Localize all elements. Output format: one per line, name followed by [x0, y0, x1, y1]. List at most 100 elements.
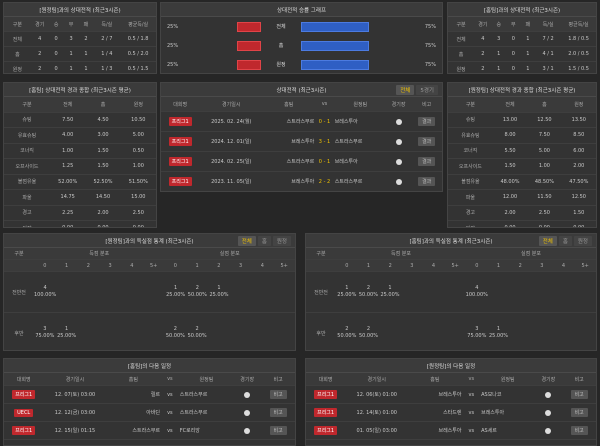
header-cell: 승 — [53, 21, 59, 28]
bucket-header: 2 — [518, 262, 522, 269]
note-button[interactable]: 결과 — [418, 177, 436, 186]
table-row: 오프사이드 1.25 1.50 1.00 — [4, 159, 156, 175]
cell: 7.50 — [62, 116, 74, 123]
score: 3 - 1 — [318, 138, 331, 145]
cell: 2 — [38, 66, 42, 72]
match-row: 프리그1 12. 06(토) 01:00 브레스투아 vs AS모나코 비고 — [306, 386, 596, 404]
cell: 3.00 — [97, 132, 109, 139]
header-cell: 승 — [496, 21, 502, 28]
tab[interactable]: 5경기 — [416, 85, 438, 95]
match-date: 2024. 12. 01(일) — [211, 139, 252, 145]
goal-percent: 25.00% — [488, 333, 509, 339]
bucket-header-row: 0 1 2 3 4 5+ 0 1 2 3 4 5+ — [4, 260, 295, 272]
home-team: 브레스투아 — [291, 179, 315, 185]
goal-percent: 75.00% — [467, 333, 487, 339]
cell: 1.50 — [97, 163, 109, 170]
cell: 51.50% — [128, 178, 148, 185]
home-team: 브레스투아 — [291, 139, 315, 145]
group-header: 실점 분포 — [219, 251, 240, 257]
cell: 3 — [497, 36, 501, 42]
goal-cell: 3 75.00% — [34, 326, 56, 340]
stadium-icon — [244, 409, 251, 416]
note-button[interactable]: 비고 — [269, 426, 287, 435]
tab[interactable]: 홈 — [558, 236, 572, 246]
bucket-header: 3 — [239, 262, 243, 269]
cell: 0.5 / 2.0 — [127, 51, 149, 57]
cell: 47.50% — [569, 178, 589, 185]
note-button[interactable]: 결과 — [418, 157, 436, 166]
tab[interactable]: 전체 — [396, 85, 415, 95]
table-row: 슈팅 7.50 4.50 10.50 — [4, 113, 156, 128]
header-cell: 경기장 — [391, 101, 406, 108]
note-button[interactable]: 비고 — [269, 390, 287, 399]
competition-badge: 프리그1 — [12, 390, 36, 399]
goal-row: 전반전 1 25.00% 2 50.00% 1 25.00% 4 100.00% — [306, 272, 596, 313]
panel-title: 상대전적 승률 그래프 — [276, 7, 327, 14]
goal-percent: 100.00% — [465, 292, 488, 298]
tab[interactable]: 홈 — [257, 236, 271, 246]
cell: 14.50 — [95, 194, 111, 201]
goal-count: 1 — [217, 285, 221, 291]
tabs: 전체 5경기 — [396, 85, 438, 95]
header-cell: 패 — [83, 21, 89, 28]
away-team: 브레스투아 — [334, 159, 358, 165]
away-team: 스트라스부르 — [334, 139, 363, 145]
cell: 0.00 — [527, 225, 561, 227]
cell: 원정 — [12, 66, 22, 73]
goal-row: 후반 2 50.00% 2 50.00% 3 75.00% 1 25.00% — [306, 313, 596, 350]
bucket-header: 0 — [43, 262, 47, 269]
home-team: 아바딘 — [146, 410, 161, 416]
goal-cell: 1 25.00% — [56, 326, 78, 340]
tab[interactable]: 전체 — [538, 236, 557, 246]
table-row: 홈 2 0 1 1 1 / 4 0.5 / 2.0 — [4, 47, 156, 62]
blue-bar — [301, 21, 369, 32]
goal-percent: 25.00% — [380, 292, 400, 298]
bucket-header: 1 — [65, 262, 69, 269]
header-cell: 구분 — [14, 251, 24, 257]
note-button[interactable]: 비고 — [570, 426, 588, 435]
cell: 7 / 2 — [542, 36, 554, 42]
cell: 14.75 — [60, 194, 75, 201]
cell: 볼점유율 — [461, 179, 480, 186]
note-button[interactable]: 비고 — [570, 408, 588, 417]
cell: 12.50 — [537, 116, 552, 123]
tab[interactable]: 원정 — [573, 236, 592, 246]
stadium-icon — [244, 391, 251, 398]
tabs: 전체 홈 원정 — [237, 236, 291, 246]
header-cell: 경기 — [35, 21, 45, 28]
cell: 52.00% — [58, 178, 78, 185]
match-row: 프리그1 2025. 02. 24(월) 스트라스부르 0 - 1 브레스투아 결과 — [161, 112, 442, 132]
bucket-header: 5+ — [149, 262, 158, 269]
note-button[interactable]: 비고 — [570, 390, 588, 399]
goal-row: 후반 3 75.00% 1 25.00% 2 50.00% 2 50.00% — [4, 313, 295, 350]
home-team: 스트라스부르 — [286, 119, 315, 125]
bucket-header: 0 — [345, 262, 349, 269]
red-bar — [237, 59, 261, 70]
table-row: 홈 2 1 0 1 4 / 1 2.0 / 0.5 — [448, 47, 596, 62]
match-row: 프리그1 2024. 02. 25(일) 스트라스부르 0 - 1 브레스투아 결과 — [161, 152, 442, 172]
table-row: 유효슈팅 8.00 7.50 8.50 — [448, 128, 596, 144]
match-date: 12. 15(일) 01:15 — [54, 428, 96, 434]
stadium-icon — [395, 118, 402, 125]
tab[interactable]: 원정 — [272, 236, 291, 246]
note-button[interactable]: 결과 — [418, 137, 436, 146]
goal-count: 1 — [65, 326, 69, 332]
bucket-header: 5+ — [280, 262, 288, 269]
table-row: 파울 14.75 14.50 15.00 — [4, 190, 156, 206]
competition-badge: 프리그1 — [168, 137, 192, 146]
note-button[interactable]: 비고 — [269, 408, 287, 417]
cell: 2 / 7 — [101, 36, 113, 42]
left-rate: 25% — [167, 23, 179, 30]
match-row: UECL 12. 12(금) 03:00 아바딘 vs 스트라스부르 비고 — [4, 404, 295, 422]
goal-count: 3 — [43, 326, 47, 332]
panel: [홈팀]의 다음 일정 대회명 경기일시 홈팀 vs 원정팀 경기장 비고 프리그1 12. 07… — [3, 358, 296, 446]
panel-title: [원정팀]과의 상대전적 (최근3시즌) — [39, 7, 121, 14]
table-row: 오프사이드 1.50 1.00 2.00 — [448, 159, 596, 175]
tab[interactable]: 전체 — [237, 236, 256, 246]
cell: 48.50% — [534, 178, 554, 185]
score: vs — [468, 391, 475, 398]
cell: 15.00 — [131, 194, 146, 201]
note-button[interactable]: 결과 — [418, 117, 436, 126]
cell: 8.50 — [573, 132, 585, 139]
header-cell: 원정 — [574, 101, 584, 108]
